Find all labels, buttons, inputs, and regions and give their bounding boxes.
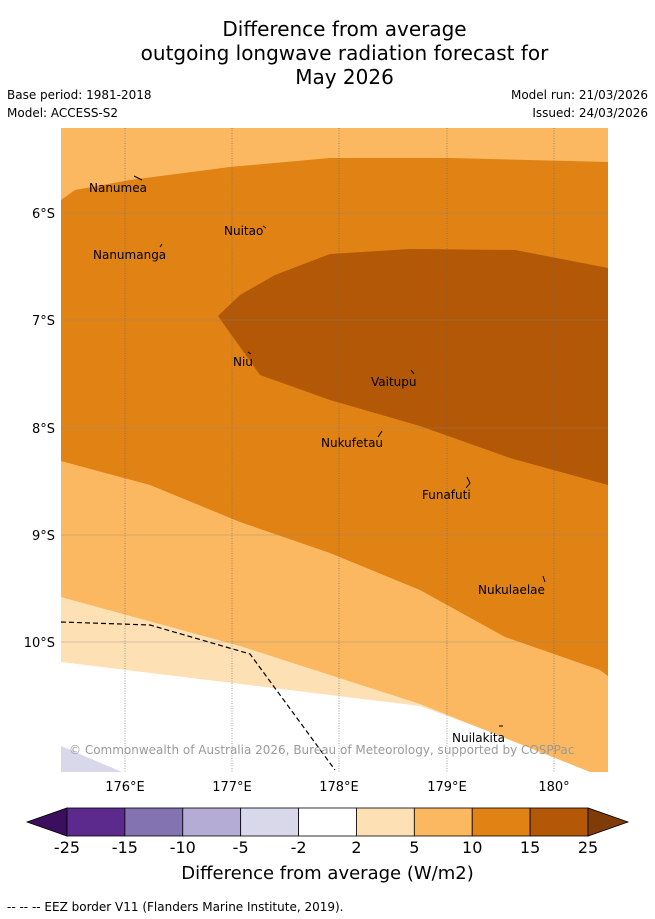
colorbar-tick-label: -5: [232, 838, 249, 857]
lat-labels: 6°S 7°S 8°S 9°S 10°S: [24, 207, 55, 651]
niu-mark: [247, 351, 252, 355]
lat-label: 7°S: [32, 314, 55, 329]
lat-gridlines: [61, 212, 608, 643]
colorbar-segment: [529, 807, 589, 837]
colorbar-tick-label: 2: [351, 838, 362, 857]
funafuti-mark: [465, 476, 471, 489]
issued-date: Issued: 24/03/2026: [532, 106, 648, 120]
lat-label: 10°S: [24, 636, 55, 651]
copyright-text: © Commonwealth of Australia 2026, Bureau…: [69, 743, 574, 757]
nanumanga-mark: [159, 243, 163, 248]
colorbar-segment: [413, 807, 473, 837]
fill-dark-orange: [218, 249, 608, 485]
colorbar-tick-label: 5: [409, 838, 420, 857]
colorbar-segment: [471, 807, 531, 837]
nukufetau-mark: [377, 430, 383, 438]
place-label: Nanumea: [89, 181, 147, 195]
model-run: Model run: 21/03/2026: [510, 88, 648, 102]
model-name: Model: ACCESS-S2: [7, 106, 119, 120]
lon-label: 178°E: [319, 780, 359, 795]
lat-label: 6°S: [32, 207, 55, 222]
nukulaelae-mark: [542, 575, 546, 583]
colorbar-tick-label: -2: [290, 838, 307, 857]
title-line-3: May 2026: [295, 65, 394, 89]
title-line-1: Difference from average: [222, 17, 467, 41]
lon-label: 179°E: [427, 780, 467, 795]
place-label: Vaitupu: [371, 375, 417, 389]
eez-legend: -- -- -- EEZ border V11 (Flanders Marine…: [7, 900, 344, 914]
vaitupu-mark: [410, 369, 415, 375]
colorbar-under-arrow: [25, 807, 68, 837]
nuitao-mark: [262, 225, 267, 229]
island-marks: [133, 175, 546, 727]
place-label: Nanumanga: [93, 248, 166, 262]
lon-label: 180°: [538, 780, 569, 795]
eez-border: [60, 621, 336, 771]
place-label: Nuitao: [224, 224, 263, 238]
lon-label: 177°E: [212, 780, 252, 795]
colorbar-tick-label: -15: [111, 838, 138, 857]
colorbar-segment: [298, 807, 357, 837]
colorbar-tick-label: -10: [169, 838, 196, 857]
place-label: Nukufetau: [321, 436, 383, 450]
place-label: Niu: [233, 355, 253, 369]
lon-label: 176°E: [105, 780, 145, 795]
lat-label: 8°S: [32, 422, 55, 437]
colorbar-tick-label: 25: [577, 838, 599, 857]
lat-label: 9°S: [32, 529, 55, 544]
nanumea-mark: [133, 175, 143, 181]
lon-labels: 176°E 177°E 178°E 179°E 180°: [105, 780, 569, 795]
place-label: Funafuti: [422, 488, 471, 502]
place-label: Nuilakita: [452, 731, 505, 745]
colorbar-tick-label: 10: [462, 838, 483, 857]
colorbar-tick-label: -25: [53, 838, 81, 857]
place-labels: Nanumea Nuitao Nanumanga Niu Vaitupu Nuk…: [89, 181, 545, 745]
base-period: Base period: 1981-2018: [7, 88, 152, 102]
colorbar-segment: [356, 807, 415, 837]
colorbar-segment: [124, 807, 184, 837]
fill-lavender: [61, 746, 122, 772]
colorbar-segment: [182, 807, 242, 837]
colorbar-over-arrow: [587, 807, 630, 837]
place-label: Nukulaelae: [478, 583, 545, 597]
colorbar-tick-label: 15: [519, 838, 541, 857]
title-line-2: outgoing longwave radiation forecast for: [140, 41, 549, 65]
colorbar: [25, 807, 630, 837]
contour-fills: [61, 128, 608, 772]
colorbar-segment: [240, 807, 299, 837]
colorbar-label: Difference from average (W/m2): [181, 863, 474, 884]
colorbar-segment: [66, 807, 126, 837]
